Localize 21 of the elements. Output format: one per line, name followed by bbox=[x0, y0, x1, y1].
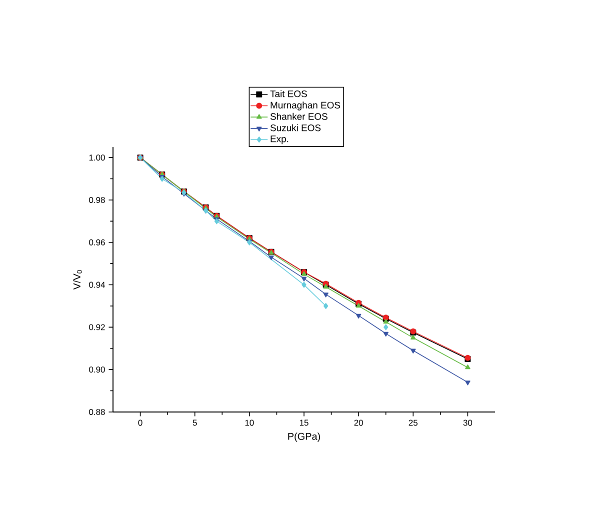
x-tick-label: 0 bbox=[138, 420, 142, 426]
y-tick-label: 1.00 bbox=[89, 154, 105, 161]
x-axis-title: P(GPa) bbox=[288, 432, 320, 442]
legend-label: Tait EOS bbox=[270, 90, 307, 98]
x-tick-label: 20 bbox=[354, 420, 363, 426]
y-tick-label: 0.94 bbox=[89, 282, 105, 288]
legend-label: Murnaghan EOS bbox=[270, 102, 340, 110]
x-tick-label: 5 bbox=[192, 420, 197, 426]
legend-label: Shanker EOS bbox=[270, 112, 328, 120]
x-tick-label: 10 bbox=[245, 420, 254, 426]
y-tick-label: 0.90 bbox=[89, 366, 105, 373]
y-tick-label: 0.92 bbox=[89, 324, 105, 330]
y-tick-label: 0.96 bbox=[89, 239, 105, 246]
legend-label: Exp. bbox=[270, 136, 288, 144]
legend-label: Suzuki EOS bbox=[270, 124, 321, 132]
x-tick-label: 25 bbox=[408, 420, 418, 426]
y-tick-label: 0.98 bbox=[89, 196, 105, 203]
x-tick-label: 30 bbox=[463, 420, 472, 426]
y-tick-label: 0.88 bbox=[89, 408, 105, 415]
y-axis-title: V/V$_{0}$ bbox=[73, 270, 82, 290]
x-tick-label: 15 bbox=[300, 420, 308, 426]
